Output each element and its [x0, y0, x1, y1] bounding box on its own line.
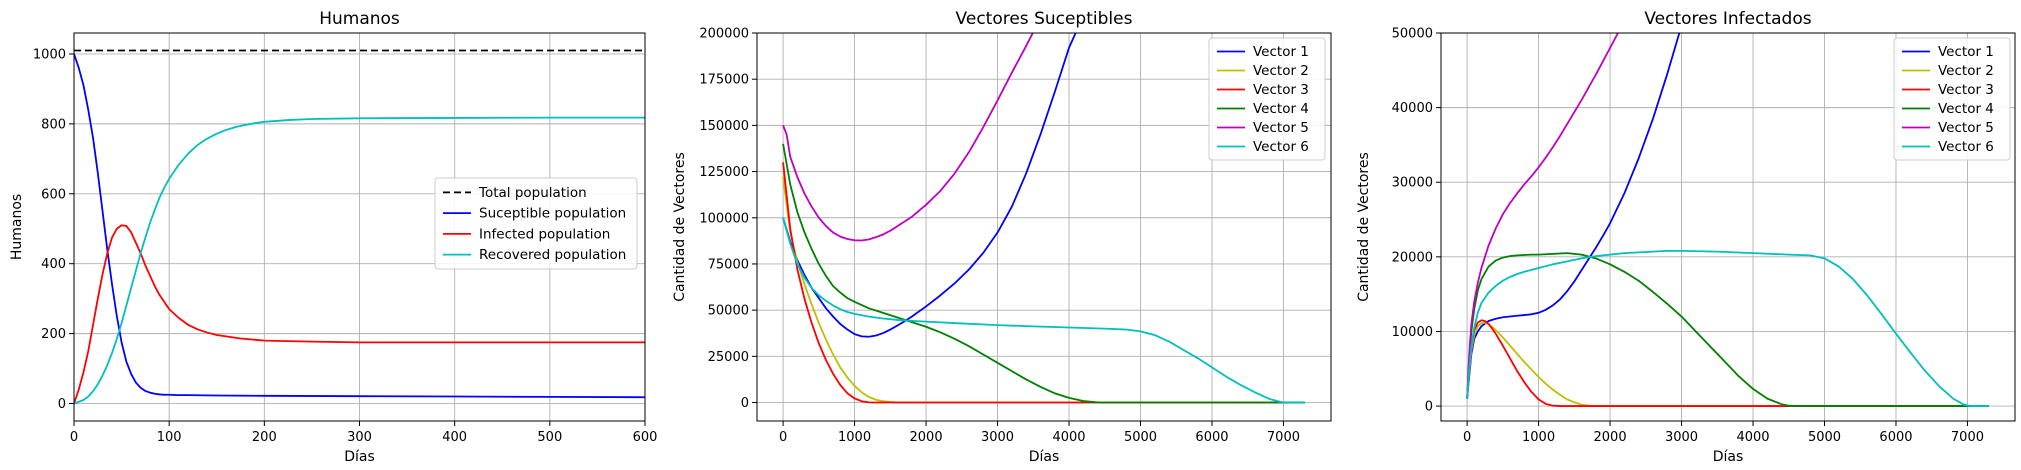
chart-title: Humanos	[319, 9, 400, 29]
legend-label: Vector 6	[1938, 139, 1994, 155]
x-tick-label: 4000	[1052, 430, 1085, 445]
y-tick-label: 40000	[1392, 101, 1433, 116]
y-tick-label: 200000	[699, 27, 749, 42]
y-tick-label: 175000	[699, 73, 749, 88]
x-axis-label: Días	[1713, 449, 1744, 465]
series-line-infected-population	[74, 224, 645, 404]
x-tick-label: 600	[633, 430, 658, 445]
y-tick-label: 600	[41, 187, 66, 202]
series-line-vector-3	[1466, 319, 1989, 407]
series-group	[74, 49, 645, 405]
y-tick-label: 50000	[1392, 27, 1433, 42]
series-line-vector-2	[782, 176, 1305, 404]
legend-box	[1893, 37, 2011, 161]
x-tick-label: 2000	[910, 430, 943, 445]
x-tick-label: 6000	[1879, 430, 1912, 445]
y-tick-label: 0	[741, 396, 749, 411]
series-group	[1466, 33, 1989, 407]
y-tick-label: 20000	[1392, 250, 1433, 265]
x-tick-label: 400	[442, 430, 467, 445]
legend-box	[434, 177, 638, 270]
legend-label: Vector 5	[1253, 120, 1309, 136]
x-tick-label: 300	[347, 430, 372, 445]
x-tick-label: 500	[537, 430, 562, 445]
legend-label: Infected population	[479, 226, 610, 242]
axes-frame	[1440, 32, 2016, 422]
y-tick-label: 1000	[33, 47, 66, 62]
legend-label: Suceptible population	[479, 206, 626, 222]
x-tick-label: 0	[70, 430, 78, 445]
y-tick-label: 200	[41, 327, 66, 342]
y-tick-label: 0	[1425, 400, 1433, 415]
x-tick-label: 7000	[1951, 430, 1984, 445]
series-line-vector-4	[782, 143, 1305, 404]
x-tick-label: 3000	[1665, 430, 1698, 445]
y-axis-label: Cantidad de Vectores	[1356, 152, 1372, 302]
y-tick-label: 0	[58, 397, 66, 412]
x-tick-label: 1000	[838, 430, 871, 445]
y-tick-label: 75000	[708, 257, 749, 272]
x-axis-label: Días	[1029, 449, 1060, 465]
y-tick-label: 400	[41, 257, 66, 272]
x-tick-label: 100	[157, 430, 182, 445]
series-line-vector-5	[1466, 33, 1620, 399]
y-tick-label: 125000	[699, 165, 749, 180]
y-tick-label: 150000	[699, 119, 749, 134]
legend-label: Vector 5	[1938, 120, 1994, 136]
x-tick-label: 200	[252, 430, 277, 445]
x-tick-label: 5000	[1808, 430, 1841, 445]
y-axis-label: Cantidad de Vectores	[672, 152, 688, 302]
legend-label: Vector 1	[1253, 44, 1309, 60]
legend-label: Vector 2	[1938, 63, 1994, 79]
series-line-suceptible-population	[74, 53, 645, 399]
x-tick-label: 0	[1463, 430, 1471, 445]
chart-panel-1: 0 100 200 300 400 500 600 0 200 400 600 800 1000 Huma…	[9, 9, 657, 465]
chart-title: Vectores Infectados	[1644, 9, 1811, 29]
legend-box	[1208, 37, 1326, 161]
y-tick-label: 100000	[699, 211, 749, 226]
legend-label: Vector 6	[1253, 139, 1309, 155]
y-axis-label: Humanos	[9, 194, 25, 260]
series-line-vector-1	[1466, 33, 1681, 399]
axes-frame	[756, 32, 1332, 422]
y-tick-label: 30000	[1392, 176, 1433, 191]
y-tick-label: 10000	[1392, 325, 1433, 340]
x-tick-label: 1000	[1522, 430, 1555, 445]
y-tick-label: 800	[41, 117, 66, 132]
series-line-vector-4	[1466, 252, 1989, 407]
series-line-vector-1	[782, 33, 1077, 338]
series-line-vector-6	[1466, 249, 1989, 407]
legend: Vector 1 Vector 2 Vector 3 Vector 4 Vector 5…	[1893, 37, 2011, 161]
x-tick-label: 2000	[1594, 430, 1627, 445]
legend-label: Vector 3	[1253, 82, 1309, 98]
x-axis-label: Días	[344, 449, 375, 465]
series-line-vector-3	[782, 162, 1305, 404]
x-tick-label: 5000	[1124, 430, 1157, 445]
x-tick-label: 4000	[1736, 430, 1769, 445]
legend-label: Total population	[478, 185, 587, 201]
chart-panel-3: 0 1000 2000 3000 4000 5000 6000 7000 0 10000 20000…	[1356, 9, 2016, 465]
series-line-recovered-population	[74, 116, 645, 405]
x-tick-label: 0	[779, 430, 787, 445]
legend-label: Vector 1	[1938, 44, 1994, 60]
legend-label: Vector 3	[1938, 82, 1994, 98]
chart-title: Vectores Suceptibles	[956, 9, 1133, 29]
x-tick-label: 6000	[1195, 430, 1228, 445]
legend: Vector 1 Vector 2 Vector 3 Vector 4 Vector 5…	[1208, 37, 1326, 161]
legend-label: Recovered population	[479, 247, 626, 263]
y-tick-label: 25000	[708, 350, 749, 365]
legend-label: Vector 2	[1253, 63, 1309, 79]
legend-label: Vector 4	[1253, 101, 1309, 117]
x-tick-label: 7000	[1267, 430, 1300, 445]
series-line-vector-5	[782, 33, 1034, 242]
y-tick-label: 50000	[708, 304, 749, 319]
series-line-vector-6	[782, 217, 1305, 404]
legend: Total population Suceptible population Inf…	[434, 177, 638, 270]
legend-label: Vector 4	[1938, 101, 1994, 117]
chart-panel-2: 0 1000 2000 3000 4000 5000 6000 7000 0 25000 50000…	[672, 9, 1332, 465]
series-group	[782, 33, 1305, 404]
x-tick-label: 3000	[981, 430, 1014, 445]
